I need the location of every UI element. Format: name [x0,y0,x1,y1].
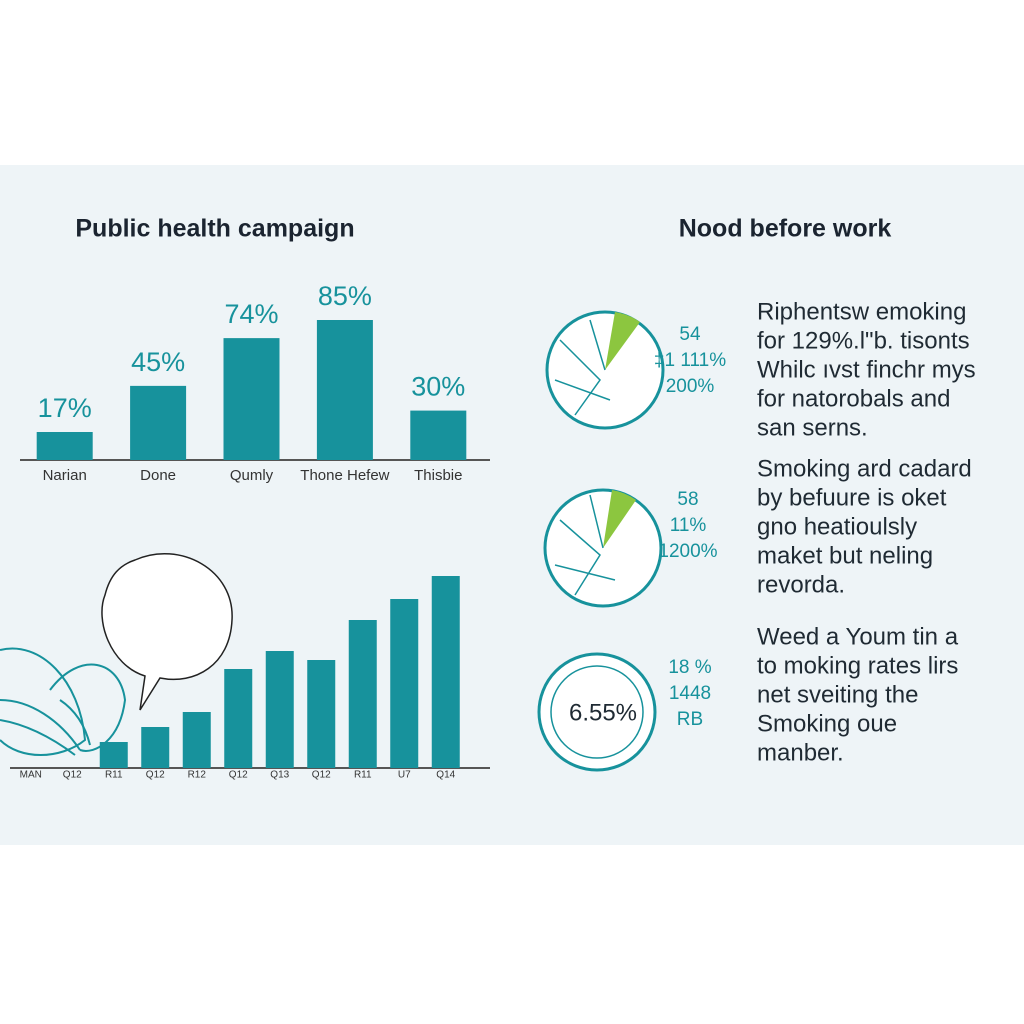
dial-icon [545,310,665,430]
bar [36,432,93,460]
x-tick-label: Thisbie [414,467,462,484]
bar [223,338,280,460]
paragraph-line: for 129%.l"b. tisonts [757,327,970,354]
paragraph-line: Riphentsw emoking [757,298,966,325]
x-tick-label: Narian [43,467,87,484]
bar [431,576,460,768]
paragraph-line: san serns. [757,414,868,441]
paragraph-line: revorda. [757,571,845,598]
x-tick-label: Q12 [229,770,248,781]
bar [316,320,373,460]
dial-label: ‡1 111% [654,350,726,371]
speech-bubble [101,553,233,711]
background-band [0,165,1024,845]
x-tick-label: Done [140,467,176,484]
dial-label: RB [677,709,703,730]
dial-icon [537,652,657,772]
bar [224,669,253,768]
x-tick-label: MAN [20,770,42,781]
leaf-illustration [0,647,127,756]
paragraph-line: Smoking oue [757,710,897,737]
bar [410,410,467,460]
paragraph-line: net sveiting the [757,681,918,708]
dial-label: 1448 [669,683,711,704]
bar [348,620,377,768]
x-tick-label: Q14 [436,770,455,781]
paragraph-line: maket but neling [757,542,933,569]
panel-title: Nood before work [679,215,892,243]
bar [265,651,294,768]
paragraph-line: Whilc ıvst finchr mys [757,356,976,383]
paragraph-line: gno heatioulsly [757,513,917,540]
x-tick-label: Q12 [146,770,165,781]
x-tick-label: Q12 [63,770,82,781]
bar [182,712,211,768]
chart-title: Public health campaign [75,215,354,243]
x-tick-label: R12 [188,770,207,781]
bar [307,660,336,768]
x-tick-label: Q12 [312,770,331,781]
dial-icon [543,488,663,608]
x-tick-label: Q13 [270,770,289,781]
x-tick-label: Thone Hefew [300,467,389,484]
bar [130,385,187,460]
dial-label: 11% [670,515,707,536]
value-label: 85% [318,281,372,311]
bar [99,742,128,768]
dial-label: 1200% [658,541,717,562]
dial-label: 200% [666,376,715,397]
bar [390,599,419,768]
x-tick-label: R11 [354,770,372,781]
paragraph-line: Weed a Youm tin a [757,623,959,650]
paragraph-line: by befuure is oket [757,484,947,511]
dial-label: 58 [677,489,698,510]
bar [141,727,170,768]
paragraph-line: to moking rates lirs [757,652,958,679]
dial-label: 18 % [668,657,711,678]
value-label: 74% [224,299,278,329]
x-tick-label: Qumly [230,467,274,484]
dial-center: 6.55% [569,699,637,726]
value-label: 17% [38,393,92,423]
paragraph-line: Smoking ard cadard [757,455,972,482]
paragraph-line: manber. [757,739,844,766]
paragraph-line: for natorobals and [757,385,950,412]
value-label: 30% [411,372,465,402]
x-tick-label: R11 [105,770,123,781]
value-label: 45% [131,347,185,377]
dial-label: 54 [679,324,701,345]
x-tick-label: U7 [398,770,411,781]
